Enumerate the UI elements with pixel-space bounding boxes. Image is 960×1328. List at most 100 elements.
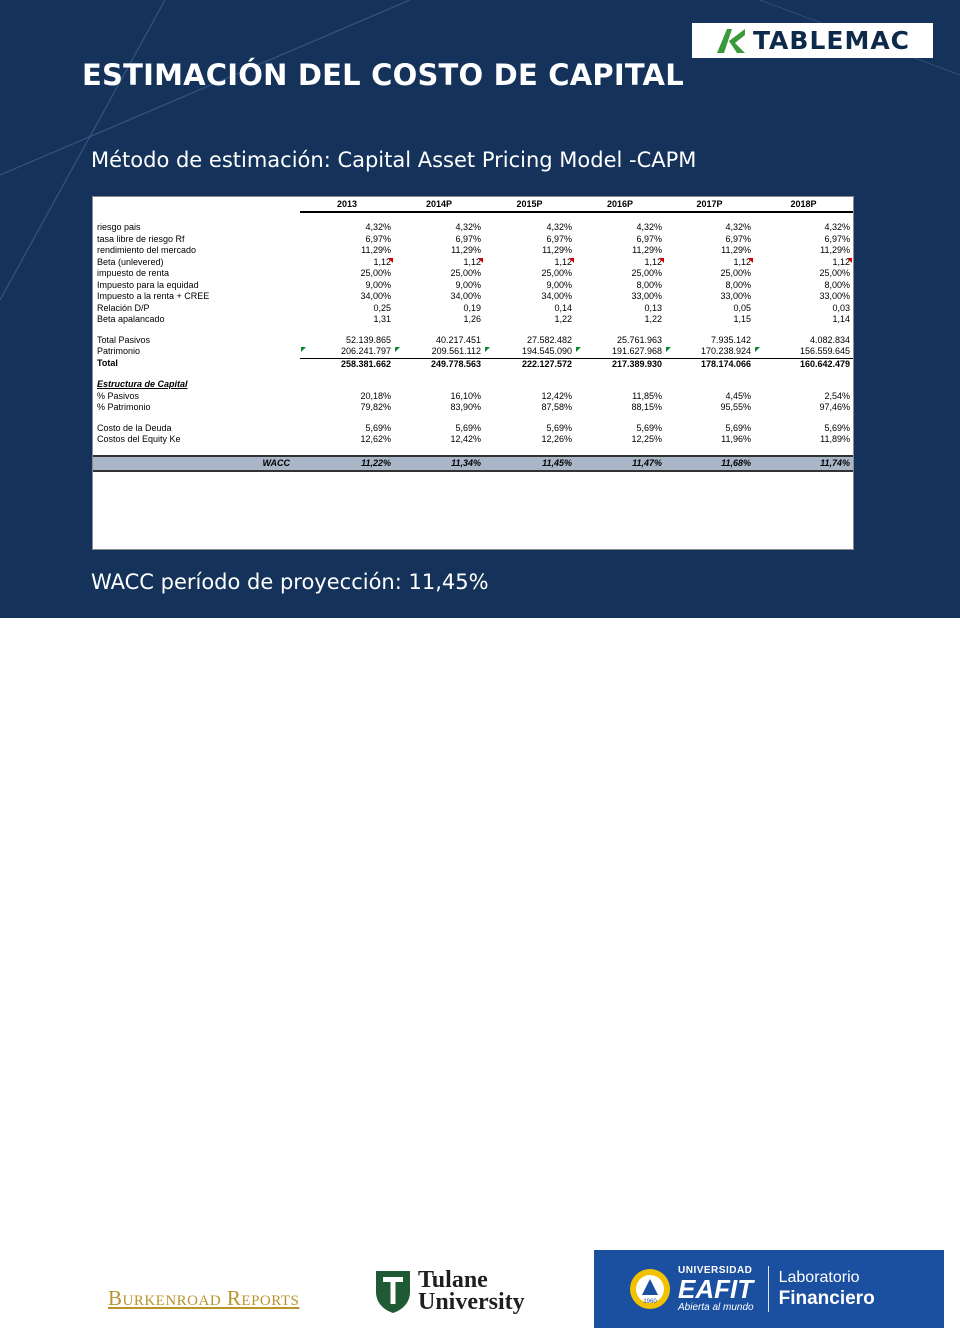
table-cell: 206.241.797 (300, 346, 394, 358)
table-cell: 11,29% (632, 245, 662, 255)
row-label: Beta (unlevered) (97, 256, 164, 267)
table-cell: 4,32% (725, 222, 751, 232)
row-label: rendimiento del mercado (97, 245, 197, 255)
table-cell: 25,00% (450, 268, 481, 278)
table-row: Total Pasivos 52.139.865 40.217.451 27.5… (93, 335, 853, 347)
row-label: Impuesto para la equidad (97, 279, 199, 290)
table-row: Beta apalancado 1,31 1,26 1,22 1,22 1,15… (93, 314, 853, 326)
table-cell: 11,29% (361, 245, 391, 255)
burkenroad-reports-link[interactable]: Burkenroad Reports (108, 1286, 300, 1310)
column-header: 2013 (300, 197, 394, 213)
table-cell: 83,90% (450, 402, 481, 412)
laboratorio-financiero-label: Laboratorio Financiero (779, 1268, 875, 1310)
table-cell: 6,97% (455, 233, 481, 244)
table-cell: 11,68% (665, 454, 754, 472)
table-row: riesgo pais 4,32% 4,32% 4,32% 4,32% 4,32… (93, 222, 853, 234)
eafit-university-label: UNIVERSIDAD (678, 1265, 753, 1276)
wacc-spreadsheet: 2013 2014P 2015P 2016P 2017P 2018P riesg… (92, 196, 854, 550)
section-label: Estructura de Capital (97, 379, 188, 389)
column-header: 2017P (665, 197, 754, 213)
table-cell: 160.642.479 (754, 357, 853, 370)
table-row: Impuesto para la equidad 9,00% 9,00% 9,0… (93, 280, 853, 292)
table-cell: 5,69% (636, 422, 662, 433)
table-cell: 0,13 (644, 302, 662, 313)
table-cell: 209.561.112 (394, 346, 484, 358)
table-cell: 9,00% (455, 279, 481, 290)
row-label: riesgo pais (97, 222, 141, 232)
row-label: impuesto de renta (97, 268, 170, 278)
table-cell: 9,00% (365, 279, 391, 290)
column-header: 2015P (484, 197, 575, 213)
table-row: Costo de la Deuda 5,69% 5,69% 5,69% 5,69… (93, 423, 853, 435)
table-cell: 11,22% (300, 454, 394, 472)
table-cell: 6,97% (365, 233, 391, 244)
column-header: 2014P (394, 197, 484, 213)
table-cell: 6,97% (824, 233, 850, 244)
eafit-seal-year: 1960 (643, 1299, 657, 1305)
table-cell: 34,00% (450, 291, 481, 301)
tulane-shield-icon (376, 1271, 410, 1313)
row-label: Impuesto a la renta + CREE (97, 291, 210, 301)
spacer-row (93, 370, 853, 379)
table-cell: 11,45% (484, 454, 575, 472)
table-cell: 1,12 (300, 257, 394, 269)
table-cell: 11,29% (451, 245, 481, 255)
table-cell: 11,89% (820, 434, 850, 444)
table-cell: 191.627.968 (575, 346, 665, 358)
table-cell: 34,00% (541, 291, 572, 301)
row-label: % Pasivos (97, 390, 140, 401)
table-cell: 1,12 (665, 257, 754, 269)
row-label: Patrimonio (97, 346, 141, 357)
table-cell: 97,46% (819, 402, 850, 412)
section-header-row: Estructura de Capital (93, 379, 853, 391)
table-row: rendimiento del mercado 11,29% 11,29% 11… (93, 245, 853, 257)
table-cell: 5,69% (546, 422, 572, 433)
table-cell: 0,25 (373, 302, 391, 313)
table-cell: 95,55% (720, 402, 751, 412)
tulane-name: Tulane (418, 1267, 488, 1293)
footer-logos: Burkenroad Reports Tulane University 196… (0, 618, 960, 1328)
table-cell: 1,31 (373, 314, 391, 324)
table-cell: 4,32% (546, 222, 572, 232)
table-cell: 4,32% (365, 222, 391, 232)
row-label: % Patrimonio (97, 402, 151, 412)
wacc-summary-text: WACC período de proyección: 11,45% (91, 570, 489, 594)
eafit-seal-icon: 1960 (630, 1269, 670, 1309)
table-row: impuesto de renta 25,00% 25,00% 25,00% 2… (93, 268, 853, 280)
eafit-tagline: Abierta al mundo (678, 1302, 754, 1313)
table-cell: 20,18% (360, 390, 391, 401)
table-cell: 27.582.482 (526, 334, 572, 345)
table-cell: 217.389.930 (575, 357, 665, 370)
tablemac-logo: TABLEMAC (692, 23, 933, 58)
table-cell: 79,82% (360, 402, 391, 412)
table-row: Relación D/P 0,25 0,19 0,14 0,13 0,05 0,… (93, 303, 853, 315)
table-cell: 1,12 (394, 257, 484, 269)
table-row: Costos del Equity Ke 12,62% 12,42% 12,26… (93, 434, 853, 446)
table-cell: 11,74% (754, 454, 853, 472)
table-cell: 6,97% (636, 233, 662, 244)
table-cell: 8,00% (824, 279, 850, 290)
table-cell: 9,00% (546, 279, 572, 290)
table-cell: 11,96% (721, 434, 751, 444)
tablemac-logo-text: TABLEMAC (752, 26, 911, 55)
spacer-row (93, 326, 853, 335)
table-cell: 11,29% (820, 245, 850, 255)
table-cell: 178.174.066 (665, 357, 754, 370)
table-cell: 11,34% (394, 454, 484, 472)
table-row: Impuesto a la renta + CREE 34,00% 34,00%… (93, 291, 853, 303)
table-cell: 33,00% (631, 291, 662, 301)
table-row: tasa libre de riesgo Rf 6,97% 6,97% 6,97… (93, 234, 853, 246)
spacer-row (93, 414, 853, 423)
table-cell: 222.127.572 (484, 357, 575, 370)
table-cell: 11,29% (721, 245, 751, 255)
table-cell: 25,00% (541, 268, 572, 278)
row-label: Costos del Equity Ke (97, 434, 181, 444)
row-label: Costo de la Deuda (97, 422, 172, 433)
lab-line-2: Financiero (778, 1288, 875, 1309)
table-cell: 34,00% (360, 291, 391, 301)
table-cell: 4.082.834 (809, 334, 850, 345)
table-cell: 156.559.645 (754, 346, 853, 358)
table-cell: 0,14 (554, 302, 572, 313)
table-cell: 194.545.090 (484, 346, 575, 358)
table-cell: 0,19 (463, 302, 481, 313)
